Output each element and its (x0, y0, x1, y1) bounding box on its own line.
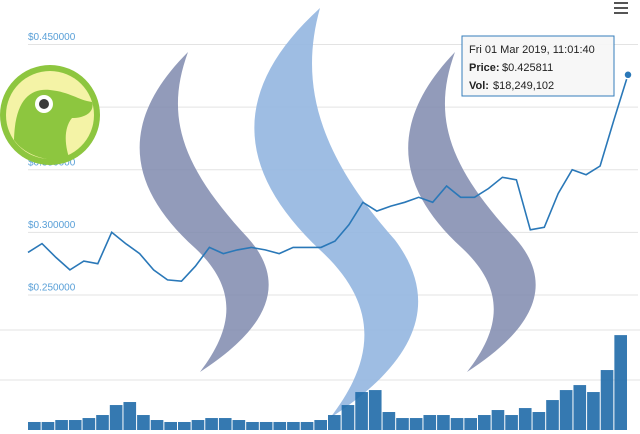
volume-bar (55, 420, 68, 430)
price-line (27, 74, 629, 283)
volume-bar (218, 418, 232, 430)
tooltip-label: Vol: (469, 80, 489, 92)
volume-bar (300, 421, 314, 430)
volume-bar (368, 390, 382, 430)
logo-ribbon (408, 52, 536, 372)
volume-bar (205, 418, 218, 430)
tooltip-value: $0.425811 (502, 62, 553, 74)
volume-bar (246, 421, 259, 430)
tooltip: Fri 01 Mar 2019, 11:01:40 Price: $0.4258… (461, 35, 615, 97)
volume-bar (450, 418, 464, 430)
tooltip-value: $18,249,102 (493, 80, 554, 92)
volume-bar (559, 390, 573, 430)
gecko-logo (0, 65, 100, 165)
volume-bar (505, 415, 518, 430)
volume-bar (328, 415, 341, 430)
volume-bar (96, 415, 109, 430)
volume-bar (518, 408, 532, 430)
volume-bar (478, 415, 491, 430)
logo-ribbon (254, 8, 419, 418)
volume-bar (68, 420, 82, 430)
logo-ribbon (139, 52, 269, 372)
volume-bar (137, 415, 150, 430)
volume-bar (287, 421, 300, 430)
volume-bar (437, 415, 450, 430)
volume-bar (82, 418, 96, 430)
volume-bar (396, 418, 409, 430)
plot (27, 70, 633, 430)
volume-bar (464, 418, 477, 430)
volume-bar (600, 370, 614, 430)
volume-bar (491, 410, 505, 430)
volume-bar (587, 392, 600, 430)
volume-bar (28, 421, 41, 430)
volume-bar (259, 421, 273, 430)
volume-bar (355, 392, 368, 430)
price-marker (623, 70, 633, 80)
y-tick-label: $0.250000 (28, 283, 76, 294)
y-tick-label: $0.450000 (28, 32, 76, 43)
volume-bar (573, 385, 587, 430)
volume-bar (382, 412, 396, 430)
volume-bar (178, 421, 191, 430)
volume-bar (123, 402, 137, 430)
volume-bar (150, 420, 164, 430)
volume-bar (614, 335, 627, 430)
volume-bar (191, 420, 205, 430)
volume-bar (314, 420, 327, 430)
volume-bar (546, 400, 559, 430)
menu-icon[interactable] (614, 2, 628, 14)
y-tick-label: $0.300000 (28, 220, 76, 231)
volume-bar (409, 418, 423, 430)
tooltip-date: Fri 01 Mar 2019, 11:01:40 (469, 44, 595, 56)
volume-bar (109, 405, 123, 430)
volume-bar (341, 405, 355, 430)
tooltip-label: Price: (469, 62, 500, 74)
volume-bar (423, 415, 437, 430)
volume-bar (41, 421, 55, 430)
volume-bar (532, 412, 546, 430)
volume-bar (164, 421, 177, 430)
volume-bar (273, 421, 287, 430)
volume-bar (232, 420, 246, 430)
